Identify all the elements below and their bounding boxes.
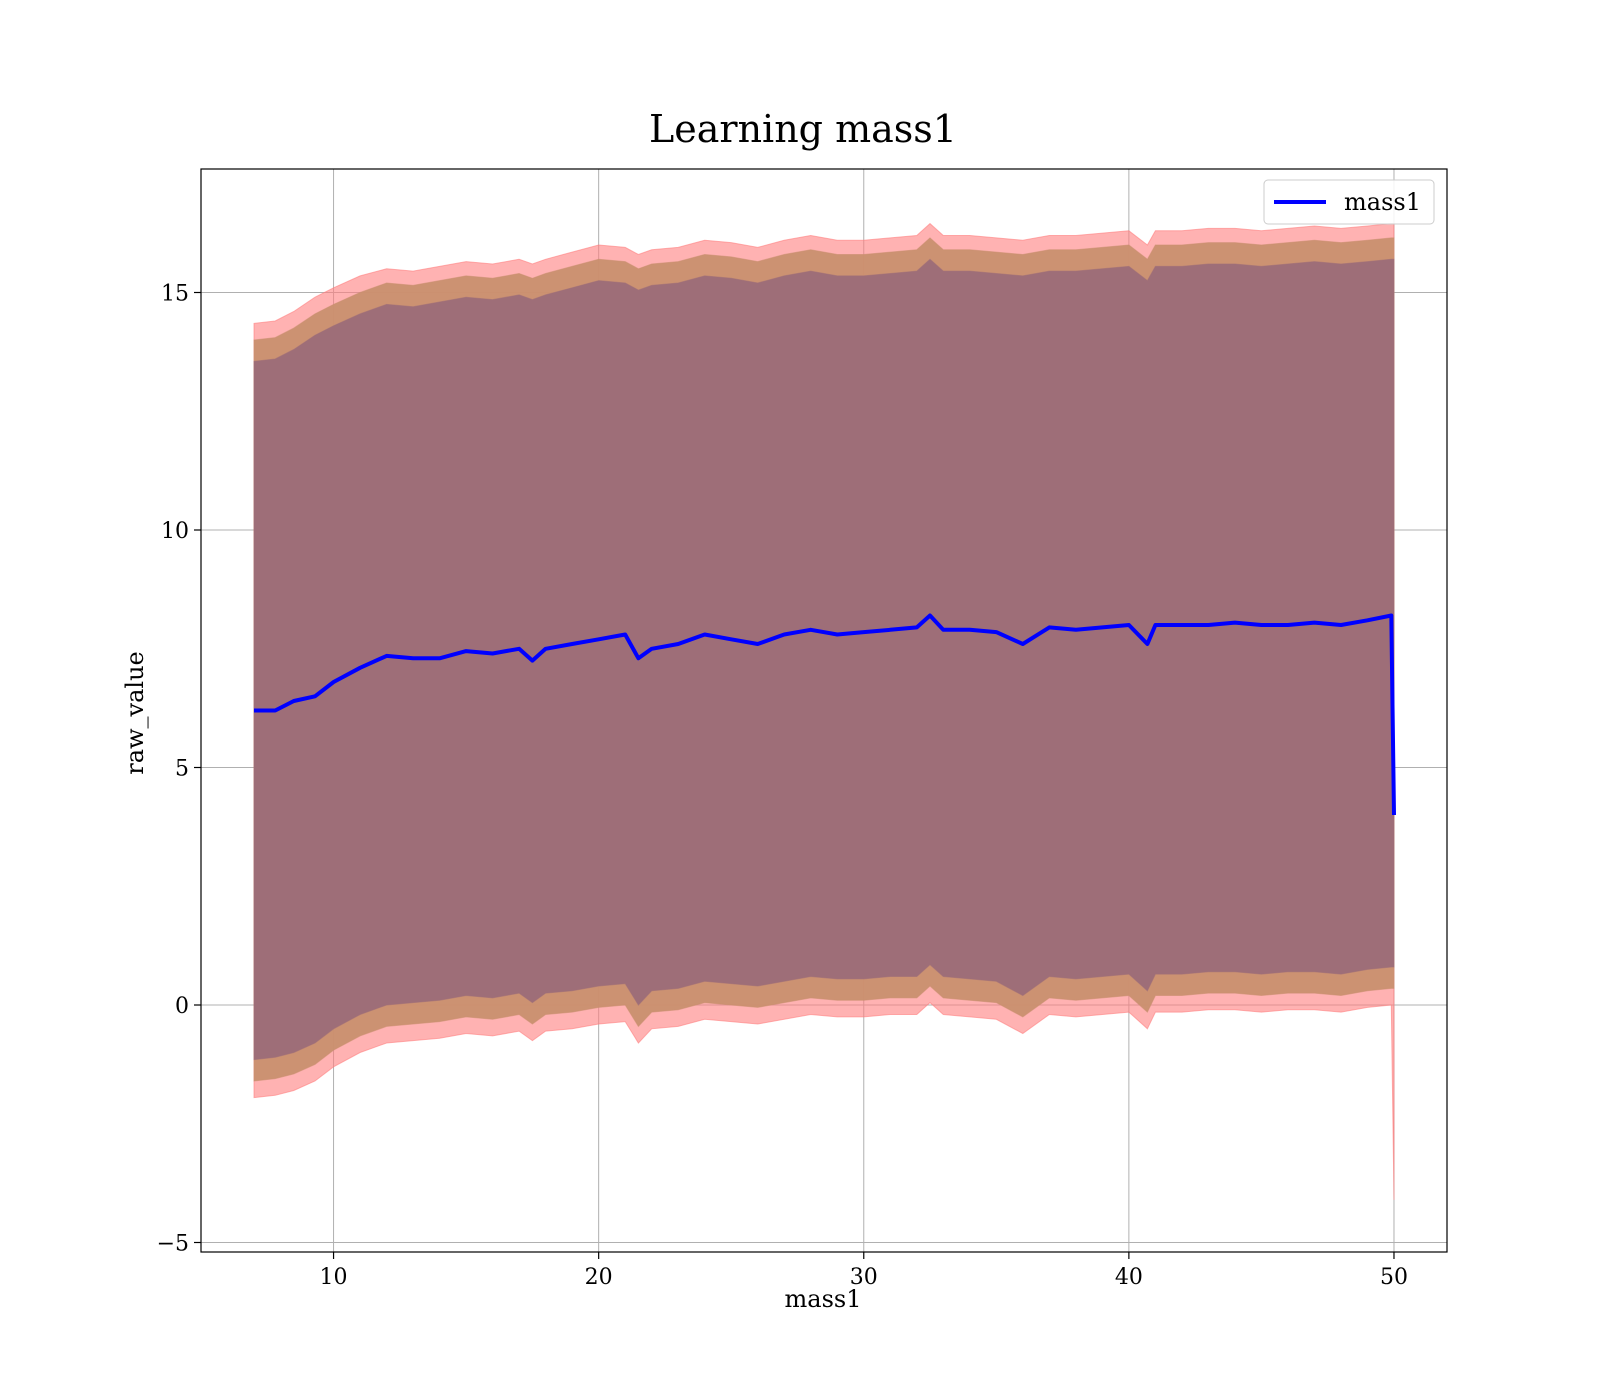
series-line-mass1	[254, 613, 1396, 816]
y-tick-label: 5	[175, 757, 189, 782]
y-axis-ticks: −5 0 5 10 15	[157, 282, 201, 1257]
x-tick-label: 40	[1115, 1265, 1143, 1290]
legend: mass1	[1263, 179, 1435, 225]
x-axis-ticks: 10 20 30 40 50	[320, 1252, 1408, 1290]
y-tick-label: 0	[175, 994, 189, 1019]
x-axis-label: mass1	[785, 1285, 862, 1313]
x-tick-label: 50	[1380, 1265, 1408, 1290]
band-inner	[253, 258, 1395, 1061]
y-axis-label: raw_value	[121, 651, 149, 775]
series-lines	[254, 613, 1396, 816]
x-tick-label: 20	[585, 1265, 613, 1290]
plot-frame	[200, 168, 1448, 1253]
y-tick-label: 10	[161, 519, 189, 544]
y-tick-label: −5	[157, 1232, 189, 1257]
chart-title: Learning mass1	[649, 107, 957, 151]
y-tick-label: 15	[161, 282, 189, 307]
uncertainty-bands	[253, 222, 1395, 1200]
legend-label-mass1: mass1	[1344, 188, 1421, 216]
x-tick-label: 30	[850, 1265, 878, 1290]
x-tick-label: 10	[320, 1265, 348, 1290]
legend-box	[1263, 179, 1435, 225]
